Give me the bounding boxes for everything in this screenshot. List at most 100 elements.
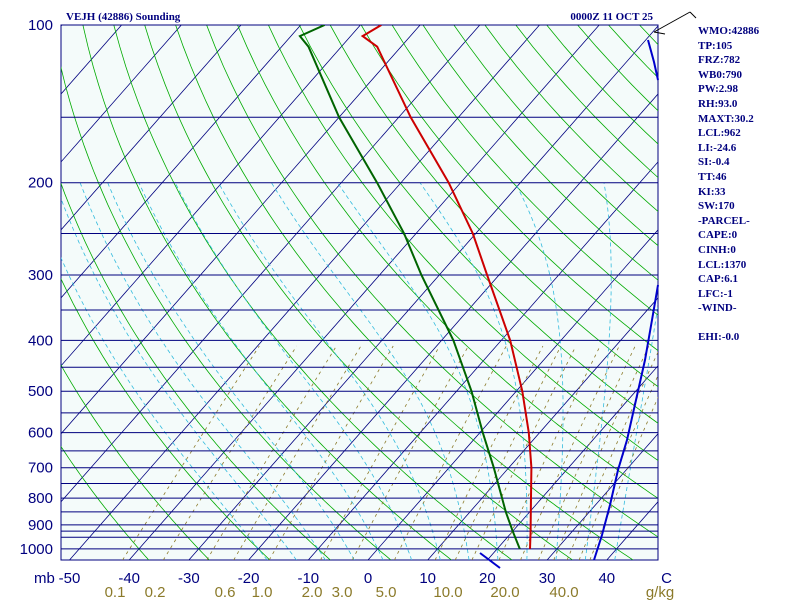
grid-layer bbox=[61, 25, 658, 560]
mixing-ratio-tick-label: 10.0 bbox=[433, 584, 462, 600]
mixing-ratio-line bbox=[233, 345, 362, 560]
isotherm-line bbox=[188, 25, 658, 560]
mixing-ratio-line bbox=[268, 345, 394, 560]
dry-adiabat-line bbox=[329, 25, 658, 388]
dry-adiabat-line bbox=[422, 25, 658, 281]
index-item: TT:46 bbox=[698, 170, 727, 183]
profile-layer bbox=[298, 25, 533, 550]
pressure-tick-label: 900 bbox=[28, 517, 53, 534]
moist-adiabat-line bbox=[614, 303, 658, 560]
index-item: EHI:-0.0 bbox=[698, 331, 740, 344]
wind-tick-mark bbox=[479, 552, 501, 569]
temperature-tick-label: -10 bbox=[297, 570, 319, 587]
moist-adiabat-line bbox=[174, 182, 412, 560]
temperature-tick-label: 10 bbox=[419, 570, 436, 587]
isotherm-line bbox=[367, 229, 658, 560]
index-item: RH:93.0 bbox=[698, 97, 738, 110]
temperature-tick-label: -30 bbox=[178, 570, 200, 587]
isotherm-line bbox=[69, 25, 540, 560]
temperature-tick-label: -40 bbox=[118, 570, 140, 587]
mixing-ratio-line bbox=[394, 345, 507, 560]
mixing-ratio-tick-label: 2.0 bbox=[302, 584, 323, 600]
sounding-time: 0000Z 11 OCT 25 bbox=[570, 11, 653, 23]
isotherm-line bbox=[248, 93, 658, 560]
isotherm-line bbox=[487, 365, 658, 560]
pressure-tick-label: 600 bbox=[28, 425, 53, 442]
mixing-ratio-line bbox=[206, 345, 337, 560]
temperature-tick-label: 20 bbox=[479, 570, 496, 587]
index-item: LCL:1370 bbox=[698, 258, 747, 271]
mixing-ratio-line bbox=[589, 396, 658, 560]
temperature-tick-label: -50 bbox=[59, 570, 81, 587]
dry-adiabat-line bbox=[144, 25, 573, 560]
mixing-ratio-line bbox=[434, 345, 544, 560]
mixing-ratio-tick-label: 0.6 bbox=[215, 584, 236, 600]
moist-adiabat-line bbox=[218, 182, 441, 560]
isotherm-line bbox=[546, 433, 658, 560]
isotherm-line bbox=[61, 25, 242, 231]
index-item: LI:-24.6 bbox=[698, 141, 737, 154]
dry-adiabat-line bbox=[360, 25, 658, 352]
mixing-ratio-line bbox=[538, 345, 636, 560]
temperature-tick-label: 0 bbox=[364, 570, 372, 587]
index-item: WMO:42886 bbox=[698, 25, 760, 37]
mixing-ratio-tick-label: 5.0 bbox=[376, 584, 397, 600]
moist-adiabat-line bbox=[107, 182, 355, 560]
plot-background bbox=[60, 24, 659, 561]
moist-adiabat-line bbox=[337, 182, 499, 560]
isotherm-line bbox=[427, 297, 658, 560]
dry-adiabat-line bbox=[453, 25, 658, 247]
dewpoint-profile bbox=[298, 25, 521, 550]
pressure-tick-label: 500 bbox=[28, 383, 53, 400]
mixing-ratio-tick-label: 1.0 bbox=[252, 584, 273, 600]
pressure-tick-label: 300 bbox=[28, 267, 53, 284]
mixing-ratio-line bbox=[520, 345, 620, 560]
mixing-ratio-tick-label: 0.2 bbox=[145, 584, 166, 600]
wind-barb-tick-icon bbox=[653, 31, 666, 35]
isotherm-line bbox=[61, 25, 302, 299]
isotherm-line bbox=[61, 25, 481, 503]
dry-adiabat-line bbox=[206, 25, 658, 538]
index-item: LFC:-1 bbox=[698, 287, 733, 300]
dry-adiabat-line bbox=[61, 364, 210, 560]
index-item: KI:33 bbox=[698, 185, 726, 198]
temperature-profile bbox=[360, 25, 533, 549]
temperature-tick-label: 30 bbox=[539, 570, 556, 587]
mixing-ratio-tick-label: 40.0 bbox=[549, 584, 578, 600]
index-item: CAP:6.1 bbox=[698, 273, 739, 286]
temperature-tick-label: 40 bbox=[598, 570, 615, 587]
index-item: -WIND- bbox=[698, 302, 737, 315]
index-item: CINH:0 bbox=[698, 243, 736, 256]
mixing-ratio-tick-label: 3.0 bbox=[332, 584, 353, 600]
isotherm-line bbox=[61, 25, 182, 163]
wind-layer bbox=[479, 11, 697, 569]
moist-adiabat-line bbox=[61, 257, 268, 560]
index-item: LCL:962 bbox=[698, 127, 741, 140]
index-item: FRZ:782 bbox=[698, 54, 741, 67]
wind-profile-upper-line bbox=[647, 39, 659, 81]
isotherm-line bbox=[61, 25, 361, 367]
mixing-ratio-tick-label: 0.1 bbox=[105, 584, 126, 600]
pressure-tick-label: 1000 bbox=[20, 541, 53, 558]
index-item: CAPE:0 bbox=[698, 229, 738, 242]
index-item: WB0:790 bbox=[698, 68, 742, 81]
index-item: SW:170 bbox=[698, 200, 735, 213]
isotherm-line bbox=[61, 25, 421, 435]
mixing-ratio-line bbox=[320, 345, 440, 560]
moist-adiabat-line bbox=[138, 182, 384, 560]
dry-adiabat-line bbox=[175, 25, 634, 560]
dry-adiabat-line bbox=[391, 25, 658, 316]
dry-adiabat-line bbox=[82, 25, 452, 560]
dry-adiabat-line bbox=[298, 25, 658, 424]
pressure-tick-label: 100 bbox=[28, 17, 53, 34]
mixing-ratio-tick-label: g/kg bbox=[646, 584, 674, 600]
mixing-ratio-line bbox=[122, 345, 260, 560]
dry-adiabat-line bbox=[61, 445, 150, 560]
wind-barb-icon bbox=[653, 11, 691, 33]
mixing-ratio-line bbox=[351, 345, 469, 560]
mixing-ratio-line bbox=[454, 345, 562, 560]
dry-adiabat-line bbox=[237, 25, 658, 499]
station-title: VEJH (42886) Sounding bbox=[66, 11, 181, 23]
